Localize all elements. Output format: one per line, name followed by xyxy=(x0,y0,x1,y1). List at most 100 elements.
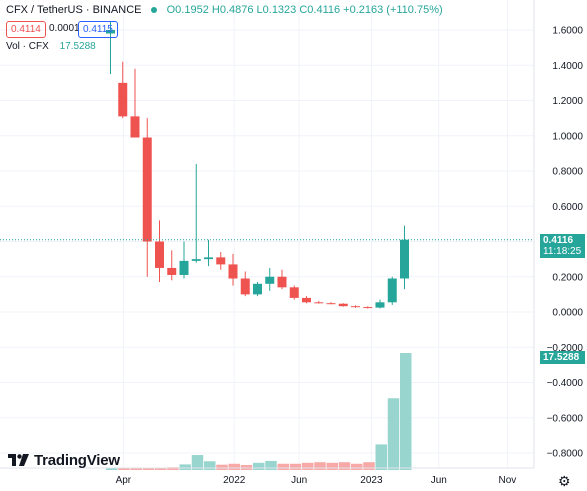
candle[interactable] xyxy=(351,305,360,308)
time-tick-label: Jun xyxy=(431,475,447,486)
candle[interactable] xyxy=(155,220,164,283)
candle[interactable] xyxy=(289,285,299,300)
candle-body[interactable] xyxy=(351,306,360,308)
candle[interactable] xyxy=(277,269,287,290)
volume-bar[interactable] xyxy=(351,463,363,470)
candle-body[interactable] xyxy=(265,276,275,284)
candle-body[interactable] xyxy=(191,259,201,261)
volume-bars xyxy=(106,353,412,470)
candle-body[interactable] xyxy=(216,257,226,265)
price-tick-label: 1.2000 xyxy=(552,96,583,107)
bar-countdown: 11:18:25 xyxy=(543,245,582,257)
candle[interactable] xyxy=(375,299,385,309)
volume-bar[interactable] xyxy=(314,462,326,470)
volume-bar[interactable] xyxy=(179,464,192,470)
sell-price-button[interactable]: 0.4114 xyxy=(6,21,46,38)
candle-body[interactable] xyxy=(338,303,348,307)
volume-bar[interactable] xyxy=(216,464,228,470)
volume-bar[interactable] xyxy=(326,462,339,470)
candle[interactable] xyxy=(216,252,226,270)
volume-bar[interactable] xyxy=(363,462,375,470)
candle-body[interactable] xyxy=(106,30,115,34)
candle-body[interactable] xyxy=(155,241,164,268)
candle[interactable] xyxy=(228,253,238,286)
candle-body[interactable] xyxy=(375,302,385,308)
candlesticks xyxy=(106,21,409,309)
price-tick-label: 1.4000 xyxy=(552,61,583,72)
time-tick-label: Nov xyxy=(499,475,517,486)
volume-bar[interactable] xyxy=(400,353,412,470)
candle[interactable] xyxy=(191,163,201,263)
candle-body[interactable] xyxy=(240,278,250,295)
candle-body[interactable] xyxy=(326,303,336,305)
candle-body[interactable] xyxy=(302,297,311,303)
candle-body[interactable] xyxy=(204,257,213,260)
volume-bar[interactable] xyxy=(191,455,204,470)
volume-bar[interactable] xyxy=(106,468,118,470)
candle[interactable] xyxy=(326,302,336,305)
volume-bar[interactable] xyxy=(338,462,351,470)
candle[interactable] xyxy=(179,241,189,279)
candle[interactable] xyxy=(253,282,262,297)
volume-bar[interactable] xyxy=(387,398,400,470)
candle-body[interactable] xyxy=(228,264,238,279)
volume-bar[interactable] xyxy=(265,460,277,470)
candle-body[interactable] xyxy=(167,267,177,275)
volume-bar[interactable] xyxy=(228,463,241,470)
price-tick-label: −0.8000 xyxy=(547,449,584,460)
candle[interactable] xyxy=(387,276,397,305)
candle[interactable] xyxy=(142,118,152,277)
candle-body[interactable] xyxy=(314,302,324,304)
candle[interactable] xyxy=(265,267,275,291)
symbol-title[interactable]: CFX / TetherUS · BINANCE xyxy=(6,4,142,16)
volume-bar[interactable] xyxy=(167,467,179,470)
volume-bar[interactable] xyxy=(204,461,216,470)
candle-body[interactable] xyxy=(179,260,189,275)
volume-bar[interactable] xyxy=(375,444,388,470)
buy-price-button[interactable]: 0.4115 xyxy=(78,21,118,38)
candle[interactable] xyxy=(338,303,348,307)
volume-bar[interactable] xyxy=(155,468,167,470)
candle-body[interactable] xyxy=(130,116,140,138)
volume-bar[interactable] xyxy=(302,462,314,470)
candle[interactable] xyxy=(314,301,324,304)
candle[interactable] xyxy=(240,271,250,297)
tradingview-logo-icon xyxy=(8,454,29,466)
chart-grid xyxy=(0,0,534,468)
candle-body[interactable] xyxy=(277,276,287,288)
price-tick-label: 0.6000 xyxy=(552,202,583,213)
candle[interactable] xyxy=(167,250,177,281)
candle[interactable] xyxy=(302,296,311,304)
volume-bar[interactable] xyxy=(277,463,290,470)
volume-legend[interactable]: Vol · CFX 17.5288 xyxy=(6,41,96,52)
volume-label: Vol · CFX xyxy=(6,41,49,52)
candle-body[interactable] xyxy=(253,283,262,295)
time-axis: Apr 2022 Jun 2023 Jun Nov xyxy=(116,475,517,486)
candle[interactable] xyxy=(204,239,213,267)
price-tick-label: 0.8000 xyxy=(552,167,583,178)
candle-body[interactable] xyxy=(400,239,409,279)
candle[interactable] xyxy=(118,61,128,119)
candle[interactable] xyxy=(130,68,140,138)
time-tick-label: Apr xyxy=(116,475,132,486)
volume-bar[interactable] xyxy=(118,468,130,470)
candle-body[interactable] xyxy=(363,307,373,309)
logo-text: TradingView xyxy=(34,452,120,469)
current-volume-label: 17.5288 xyxy=(540,351,585,364)
candle-body[interactable] xyxy=(387,278,397,303)
candle[interactable] xyxy=(363,306,373,309)
tradingview-logo[interactable]: TradingView xyxy=(8,452,120,469)
volume-bar[interactable] xyxy=(253,462,265,470)
gear-icon[interactable]: ⚙ xyxy=(558,473,571,489)
volume-bar[interactable] xyxy=(130,468,143,470)
candle[interactable] xyxy=(106,21,115,75)
spread-value: 0.0001 xyxy=(49,23,80,34)
candle-body[interactable] xyxy=(289,287,299,298)
candle[interactable] xyxy=(400,225,409,290)
volume-bar[interactable] xyxy=(142,468,155,470)
price-tick-label: −0.2000 xyxy=(547,343,584,354)
candle-body[interactable] xyxy=(118,82,128,117)
candle-body[interactable] xyxy=(142,137,152,242)
volume-bar[interactable] xyxy=(289,463,302,470)
